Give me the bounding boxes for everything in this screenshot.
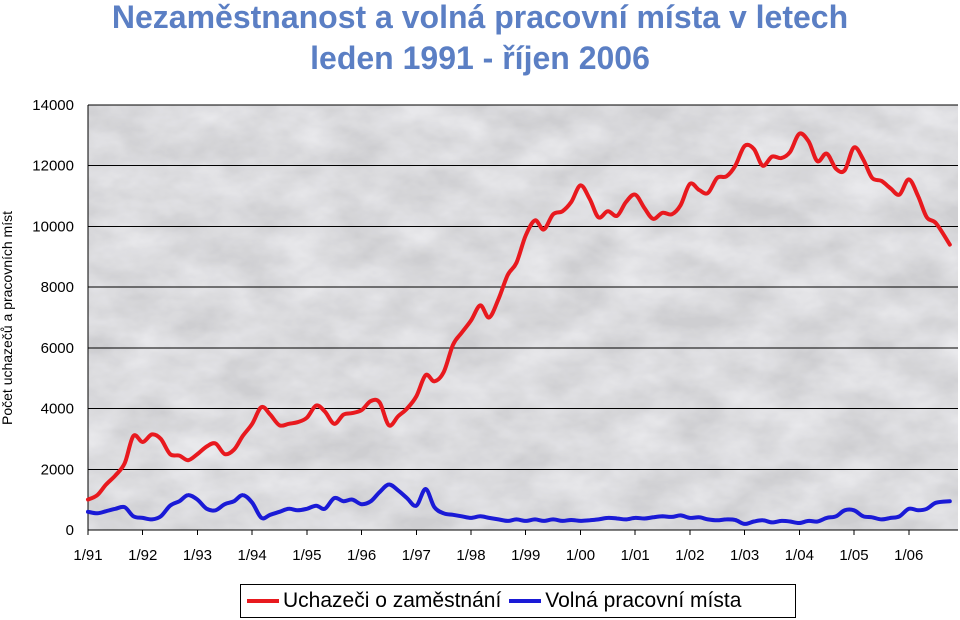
x-tick-label-4: 1/95 xyxy=(292,547,321,564)
x-tick-label-14: 1/05 xyxy=(839,547,868,564)
x-tick-label-0: 1/91 xyxy=(73,547,102,564)
x-tick-label-2: 1/93 xyxy=(183,547,212,564)
chart-title-line-2: leden 1991 - říjen 2006 xyxy=(310,40,650,76)
x-tick-label-3: 1/94 xyxy=(238,547,267,564)
x-tick-label-5: 1/96 xyxy=(347,547,376,564)
x-tick-label-7: 1/98 xyxy=(456,547,485,564)
x-tick-label-12: 1/03 xyxy=(730,547,759,564)
y-tick-label-1: 2000 xyxy=(41,461,74,478)
y-axis-ticks: 0 2000 4000 6000 8000 10000 12000 14000 xyxy=(32,97,74,539)
x-tick-label-9: 1/00 xyxy=(566,547,595,564)
y-tick-label-6: 12000 xyxy=(32,158,74,175)
x-tick-label-13: 1/04 xyxy=(785,547,814,564)
x-tick-label-1: 1/92 xyxy=(128,547,157,564)
y-tick-label-5: 10000 xyxy=(32,218,74,235)
legend-item-volna-mista: Volná pracovní místa xyxy=(509,589,741,613)
y-tick-label-0: 0 xyxy=(66,522,74,539)
gridlines xyxy=(87,104,958,531)
x-tick-label-10: 1/01 xyxy=(621,547,650,564)
legend-label-uchazeci: Uchazeči o zaměstnání xyxy=(283,589,502,612)
x-tick-label-15: 1/06 xyxy=(894,547,923,564)
x-tick-label-11: 1/02 xyxy=(675,547,704,564)
x-tick-label-8: 1/99 xyxy=(511,547,540,564)
series-line-0 xyxy=(86,131,952,502)
series-line-1 xyxy=(86,482,952,526)
legend-swatch-uchazeci xyxy=(247,599,279,603)
y-tick-label-4: 8000 xyxy=(41,279,74,296)
y-tick-label-2: 4000 xyxy=(41,401,74,418)
legend-swatch-volna-mista xyxy=(509,599,542,603)
chart-title-line-1: Nezaměstnanost a volná pracovní místa v … xyxy=(111,0,849,35)
plot-background xyxy=(88,105,958,530)
legend: Uchazeči o zaměstnání Volná pracovní mís… xyxy=(240,584,796,618)
y-tick-label-3: 6000 xyxy=(41,340,74,357)
series-lines xyxy=(86,131,952,526)
y-tick-label-7: 14000 xyxy=(32,97,74,114)
legend-item-uchazeci: Uchazeči o zaměstnání xyxy=(247,589,501,613)
plot-area xyxy=(88,105,958,530)
y-axis-label: Počet uchazečů a pracovních míst xyxy=(0,211,15,425)
legend-label-volna-mista: Volná pracovní místa xyxy=(545,589,742,612)
x-axis-ticks: 1/91 1/92 1/93 1/94 1/95 1/96 1/97 1/98 1/99 1/00… xyxy=(73,530,923,564)
x-tick-label-6: 1/97 xyxy=(402,547,431,564)
